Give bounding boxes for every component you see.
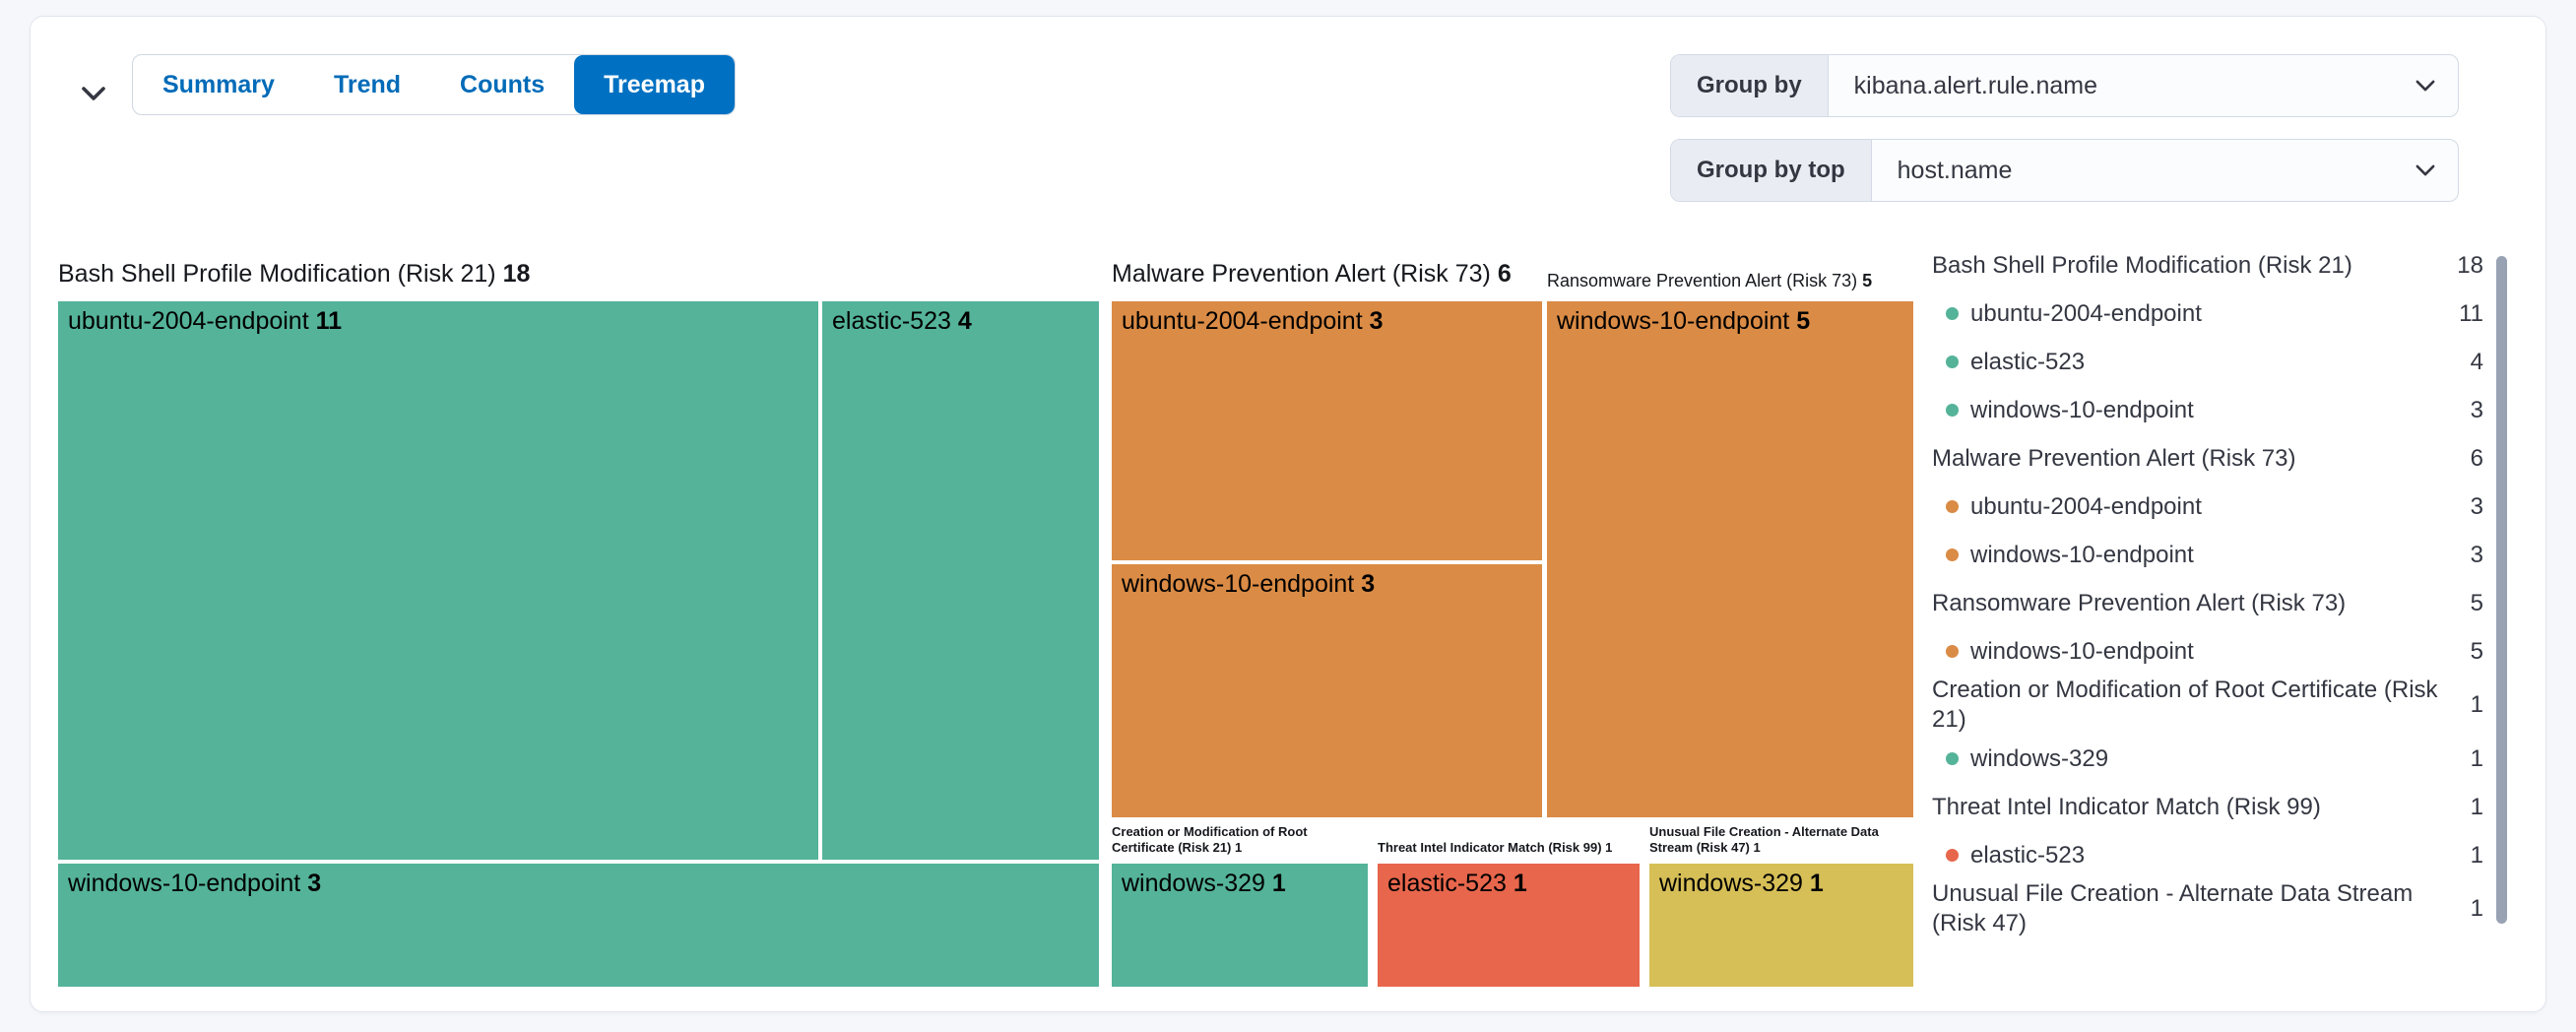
legend-item[interactable]: windows-10-endpoint 5 [1932, 627, 2483, 676]
legend-count: 18 [2457, 251, 2483, 279]
legend-count: 1 [2470, 895, 2483, 922]
legend-item[interactable]: Bash Shell Profile Modification (Risk 21… [1932, 251, 2483, 279]
legend-color-dot [1946, 548, 1959, 561]
chevron-down-icon [2415, 164, 2435, 176]
treemap-cell[interactable]: windows-10-endpoint 3 [58, 864, 1099, 987]
legend-count: 11 [2459, 299, 2483, 327]
legend-item[interactable]: Unusual File Creation - Alternate Data S… [1932, 880, 2483, 936]
legend-item[interactable]: windows-329 1 [1932, 735, 2483, 783]
legend-item[interactable]: elastic-523 1 [1932, 831, 2483, 879]
treemap-cell[interactable]: elastic-523 4 [822, 301, 1099, 860]
treemap-group-title: Creation or Modification of Root Certifi… [1112, 824, 1308, 855]
legend-item[interactable]: windows-10-endpoint 3 [1932, 386, 2483, 434]
legend-scrollbar[interactable] [2496, 256, 2507, 924]
legend-color-dot [1946, 645, 1959, 658]
treemap-group-title: Bash Shell Profile Modification (Risk 21… [58, 260, 531, 288]
legend-item[interactable]: Ransomware Prevention Alert (Risk 73) 5 [1932, 589, 2483, 616]
legend-count: 1 [2470, 691, 2483, 718]
tab-treemap[interactable]: Treemap [574, 55, 735, 114]
group-by-top-select[interactable]: host.name [1872, 140, 2458, 201]
legend-item[interactable]: Creation or Modification of Root Certifi… [1932, 677, 2483, 733]
legend-color-dot [1946, 307, 1959, 320]
legend-item[interactable]: ubuntu-2004-endpoint 3 [1932, 483, 2483, 531]
collapse-panel-button[interactable] [66, 66, 121, 121]
treemap-group-title: Malware Prevention Alert (Risk 73) 6 [1112, 260, 1512, 288]
treemap-cell[interactable]: ubuntu-2004-endpoint 3 [1112, 301, 1542, 560]
treemap-cell[interactable]: ubuntu-2004-endpoint 11 [58, 301, 818, 860]
alerts-treemap-panel: Summary Trend Counts Treemap Group by ki… [30, 16, 2546, 1012]
treemap-cell[interactable]: windows-10-endpoint 5 [1547, 301, 1913, 817]
chevron-down-icon [82, 87, 105, 100]
treemap-cell[interactable]: windows-10-endpoint 3 [1112, 564, 1542, 817]
legend-color-dot [1946, 355, 1959, 368]
legend-color-dot [1946, 752, 1959, 765]
legend-count: 3 [2470, 541, 2483, 568]
legend-count: 3 [2470, 492, 2483, 520]
group-by-top-label: Group by top [1671, 140, 1872, 201]
tab-counts[interactable]: Counts [430, 55, 574, 114]
treemap-cell[interactable]: windows-329 1 [1112, 864, 1368, 987]
legend-item[interactable]: ubuntu-2004-endpoint 11 [1932, 290, 2483, 338]
treemap-group-title: Threat Intel Indicator Match (Risk 99) 1 [1378, 840, 1613, 855]
chevron-down-icon [2415, 80, 2435, 92]
legend-count: 1 [2470, 793, 2483, 820]
group-by-value: kibana.alert.rule.name [1853, 71, 2098, 99]
legend-count: 3 [2470, 396, 2483, 423]
legend: Bash Shell Profile Modification (Risk 21… [1932, 241, 2483, 938]
legend-count: 1 [2470, 841, 2483, 869]
legend-item[interactable]: Malware Prevention Alert (Risk 73) 6 [1932, 444, 2483, 472]
group-by-top-control: Group by top host.name [1670, 139, 2459, 202]
legend-count: 5 [2470, 589, 2483, 616]
group-by-top-value: host.name [1897, 156, 2013, 184]
treemap-group-title: Unusual File Creation - Alternate Data S… [1649, 824, 1879, 855]
tab-summary[interactable]: Summary [133, 55, 304, 114]
legend-color-dot [1946, 849, 1959, 862]
group-by-select[interactable]: kibana.alert.rule.name [1829, 55, 2458, 116]
legend-item[interactable]: windows-10-endpoint 3 [1932, 531, 2483, 579]
treemap-group-title: Ransomware Prevention Alert (Risk 73) 5 [1547, 271, 1873, 290]
legend-color-dot [1946, 404, 1959, 417]
legend-item[interactable]: elastic-523 4 [1932, 338, 2483, 386]
group-by-control: Group by kibana.alert.rule.name [1670, 54, 2459, 117]
treemap-cell[interactable]: windows-329 1 [1649, 864, 1913, 987]
group-by-label: Group by [1671, 55, 1829, 116]
legend-count: 5 [2470, 637, 2483, 665]
view-mode-tabs: Summary Trend Counts Treemap [132, 54, 736, 115]
treemap-cell[interactable]: elastic-523 1 [1378, 864, 1640, 987]
legend-count: 4 [2470, 348, 2483, 375]
legend-color-dot [1946, 500, 1959, 513]
legend-item[interactable]: Threat Intel Indicator Match (Risk 99) 1 [1932, 793, 2483, 820]
legend-count: 6 [2470, 444, 2483, 472]
legend-count: 1 [2470, 744, 2483, 772]
tab-trend[interactable]: Trend [304, 55, 430, 114]
